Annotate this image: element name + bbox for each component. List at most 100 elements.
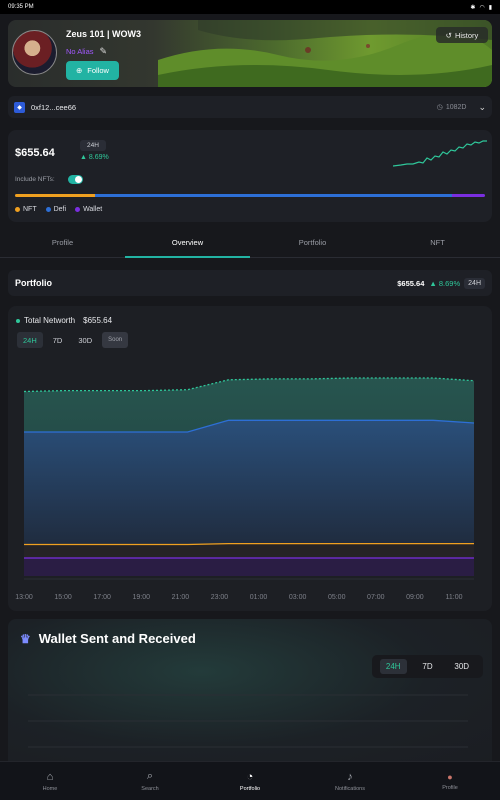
wallet-age-text: 1082D: [445, 103, 467, 111]
chevron-down-icon[interactable]: ⌄: [478, 101, 486, 112]
x-tick-label: 07:00: [367, 594, 385, 601]
status-time: 09:35 PM: [8, 4, 34, 10]
nav-label: Search: [141, 786, 159, 792]
summary-period-pill[interactable]: 24H: [80, 140, 106, 151]
bottom-navigation: ⌂ Home ⌕ Search ◔ Portfolio ♪ Notifications ● Pro…: [0, 761, 500, 800]
x-tick-label: 13:00: [15, 594, 33, 601]
tab-profile[interactable]: Profile: [51, 238, 74, 247]
x-tick-label: 17:00: [93, 594, 111, 601]
soon-badge: Soon: [102, 332, 129, 348]
series-area-wallet: [24, 558, 474, 576]
wallet-range-tabs: 24H 7D 30D: [372, 655, 483, 678]
status-bar: 09:35 PM ✱ ◠ ▮: [0, 0, 500, 14]
nav-item-notifications[interactable]: ♪ Notifications: [300, 762, 400, 800]
home-icon: ⌂: [46, 770, 54, 783]
legend-dot-icon: [15, 206, 20, 212]
battery-icon: ▮: [488, 4, 492, 11]
networth-value: $655.64: [83, 316, 113, 325]
allocation-segment-wallet: [452, 194, 485, 197]
portfolio-title: Portfolio: [15, 278, 52, 288]
networth-dot-icon: [16, 318, 20, 323]
x-tick-label: 03:00: [289, 594, 307, 601]
crown-icon: ♛: [20, 631, 31, 646]
wallet-range-tab-30d[interactable]: 30D: [454, 662, 470, 671]
wallet-chart-grid: [28, 694, 468, 748]
x-tick-label: 19:00: [133, 594, 151, 601]
status-icons: ✱ ◠ ▮: [470, 4, 492, 11]
nav-label: Notifications: [335, 785, 365, 792]
wallet-shield-icon: ◆: [14, 101, 25, 113]
x-tick-label: 15:00: [54, 594, 72, 601]
nav-label: Portfolio: [239, 785, 261, 792]
range-tab-30d[interactable]: 30D: [78, 335, 93, 345]
allocation-legend: NFT Defi Wallet: [15, 206, 102, 213]
portfolio-value: $655.64: [397, 278, 425, 288]
x-tick-label: 23:00: [211, 594, 229, 601]
range-tab-7d[interactable]: 7D: [52, 335, 63, 345]
user-avatar-icon: ●: [447, 771, 453, 782]
nav-item-search[interactable]: ⌕ Search: [100, 762, 200, 800]
bell-icon: ♪: [347, 770, 353, 783]
nav-item-portfolio[interactable]: ◔ Portfolio: [200, 762, 300, 800]
profile-alias: No Alias ✎: [66, 46, 107, 57]
networth-card: Total Networth $655.64 24H 7D 30D Soon 13:0…: [8, 306, 492, 611]
wallet-sent-title-text: Wallet Sent and Received: [38, 631, 196, 646]
wallet-address-row[interactable]: ◆ 0xf12...cee66 ◷ 1082D ⌄: [8, 96, 492, 118]
include-nfts-toggle[interactable]: [68, 175, 83, 184]
wallet-sent-title: ♛ Wallet Sent and Received: [20, 631, 196, 646]
networth-range-tabs: 24H 7D 30D Soon: [17, 332, 129, 348]
wallet-sent-received-card: ♛ Wallet Sent and Received 24H 7D 30D: [8, 619, 492, 769]
wifi-icon: ◠: [479, 4, 485, 11]
tab-nft[interactable]: NFT: [430, 238, 445, 247]
series-line-nft: [24, 542, 474, 546]
allocation-segment-defi: [94, 194, 453, 197]
banner-landscape-image: [158, 20, 492, 87]
edit-pencil-icon[interactable]: ✎: [99, 46, 108, 56]
tab-overview[interactable]: Overview: [125, 232, 250, 258]
section-tabs: Profile Overview Portfolio NFT: [0, 232, 500, 258]
x-tick-label: 21:00: [172, 594, 190, 601]
avatar[interactable]: [12, 30, 57, 75]
follow-button[interactable]: ⊕ Follow: [66, 61, 119, 80]
x-tick-label: 11:00: [446, 594, 463, 601]
wallet-address: 0xf12...cee66: [31, 102, 77, 112]
follow-label: Follow: [87, 66, 109, 75]
allocation-bar: [15, 194, 485, 197]
pie-chart-icon: ◔: [246, 770, 254, 783]
legend-label: Defi: [53, 206, 67, 213]
networth-area-chart: 13:00 15:00 17:00 19:00 21:00 23:00 01:00 03:00…: [15, 377, 475, 601]
nav-label: Profile: [442, 784, 458, 791]
allocation-segment-nft: [15, 194, 95, 197]
portfolio-header[interactable]: Portfolio $655.64 ▲ 8.69% 24H: [8, 270, 492, 296]
nav-item-home[interactable]: ⌂ Home: [0, 762, 100, 800]
x-tick-label: 09:00: [406, 594, 424, 601]
legend-label: NFT: [23, 206, 37, 213]
search-icon: ⌕: [146, 770, 154, 782]
history-button[interactable]: ↺ History: [436, 27, 488, 43]
legend-dot-icon: [45, 206, 51, 212]
x-tick-label: 01:00: [250, 594, 268, 601]
wallet-range-tab-7d[interactable]: 7D: [422, 662, 433, 671]
history-icon: ↺: [445, 30, 452, 40]
include-nfts-label: Include NFTs:: [15, 176, 55, 183]
tab-portfolio[interactable]: Portfolio: [298, 238, 327, 247]
total-value: $655.64: [15, 147, 55, 159]
nav-label: Home: [42, 785, 58, 792]
wallet-range-tab-24h[interactable]: 24H: [379, 659, 407, 674]
portfolio-period[interactable]: 24H: [464, 277, 485, 289]
wallet-age: ◷ 1082D: [437, 103, 467, 112]
portfolio-change: ▲ 8.69%: [429, 278, 461, 288]
x-tick-label: 05:00: [328, 594, 346, 601]
add-user-icon: ⊕: [76, 66, 83, 75]
legend-item-defi: Defi: [45, 206, 67, 213]
networth-title: Total Networth: [24, 316, 76, 325]
nav-item-profile[interactable]: ● Profile: [400, 762, 500, 800]
legend-label: Wallet: [83, 206, 103, 213]
summary-change: ▲ 8.69%: [80, 154, 109, 161]
range-tab-24h[interactable]: 24H: [17, 332, 43, 348]
value-summary-card: $655.64 24H ▲ 8.69% Include NFTs: NFT Def…: [8, 130, 492, 222]
legend-item-wallet: Wallet: [75, 206, 102, 213]
series-area-defi: [24, 420, 474, 576]
series-line-total: [23, 377, 475, 393]
history-label: History: [454, 30, 479, 40]
